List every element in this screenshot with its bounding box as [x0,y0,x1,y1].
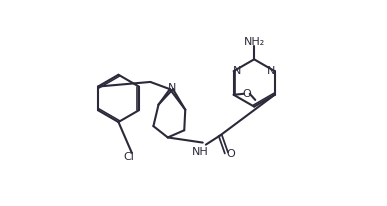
Text: Cl: Cl [123,151,134,161]
Text: N: N [267,66,275,76]
Text: NH₂: NH₂ [243,37,265,47]
Text: O: O [226,148,235,158]
Text: N: N [168,82,176,92]
Text: O: O [243,89,252,99]
Text: N: N [233,66,241,76]
Text: NH: NH [192,146,209,156]
